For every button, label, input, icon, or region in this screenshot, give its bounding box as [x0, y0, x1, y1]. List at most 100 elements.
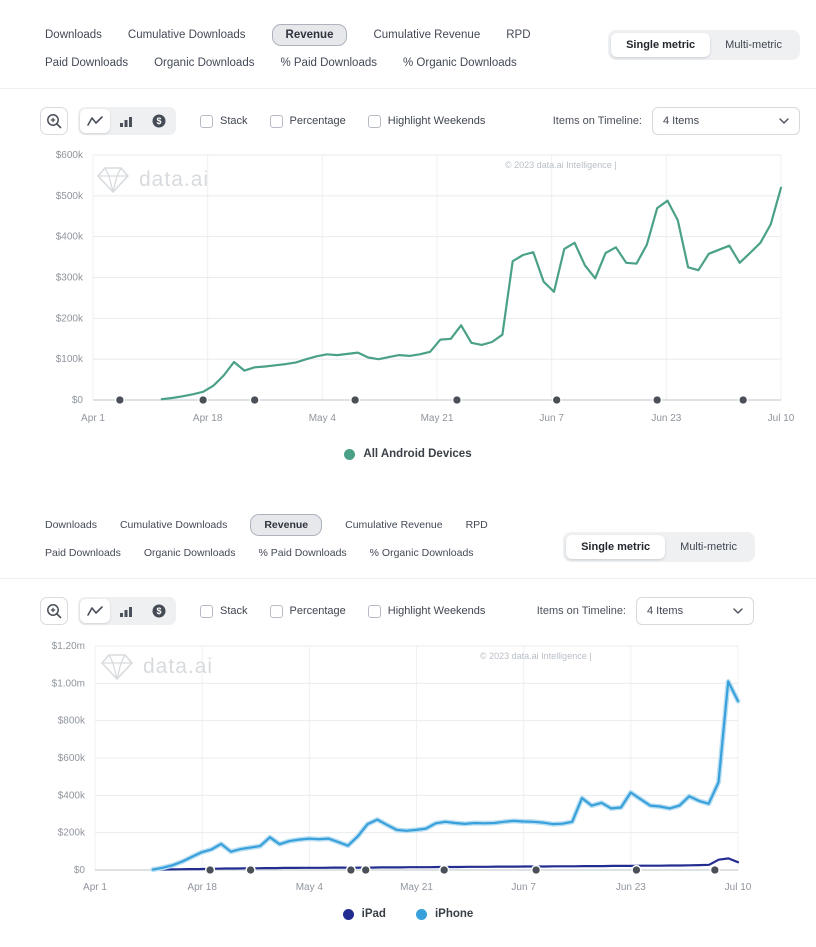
chart-option-checkboxes: Stack Percentage Highlight Weekends [200, 604, 485, 618]
legend-item-iphone[interactable]: iPhone [415, 908, 473, 920]
timeline-event-dot[interactable] [551, 394, 562, 406]
items-on-timeline-select[interactable]: 4 Items [636, 597, 754, 625]
revenue-chart-android[interactable]: $0 $100k $200k $300k $400k $500k $600k Apr 1 Apr… [0, 145, 816, 437]
items-on-timeline-label: Items on Timeline: [536, 605, 626, 617]
timeline-event-dot[interactable] [197, 394, 209, 406]
currency-toggle[interactable]: $ [144, 599, 174, 623]
y-tick-label: $800k [58, 716, 86, 727]
multi-metric-option[interactable]: Multi-metric [680, 541, 737, 553]
zoom-button[interactable] [40, 597, 68, 625]
y-tick-label: $0 [72, 395, 84, 406]
chart-toolbar: $ Stack Percentage Highlight Weekends It… [40, 596, 754, 626]
svg-text:$: $ [156, 606, 161, 616]
line-chart-icon [87, 116, 103, 126]
tab-pct-paid-downloads[interactable]: % Paid Downloads [258, 547, 347, 559]
stack-checkbox[interactable]: Stack [200, 114, 248, 128]
percentage-checkbox[interactable]: Percentage [269, 604, 346, 618]
bar-chart-toggle[interactable] [112, 599, 142, 623]
stack-checkbox-box[interactable] [200, 114, 213, 128]
timeline-event-dot[interactable] [451, 394, 463, 406]
timeline-event-dot[interactable] [738, 394, 749, 406]
timeline-event-dot[interactable] [438, 864, 450, 876]
timeline-event-dot[interactable] [245, 864, 256, 876]
tab-pct-organic-downloads[interactable]: % Organic Downloads [403, 57, 517, 69]
legend-dot [415, 908, 427, 920]
series-line-all-android-devices[interactable] [160, 186, 783, 401]
chart-toolbar: $ Stack Percentage Highlight Weekends It… [40, 106, 800, 136]
legend-label: All Android Devices [363, 448, 472, 460]
tab-pct-paid-downloads[interactable]: % Paid Downloads [280, 57, 377, 69]
zoom-button[interactable] [40, 107, 68, 135]
items-on-timeline-select[interactable]: 4 Items [652, 107, 800, 135]
single-metric-option[interactable]: Single metric [566, 535, 666, 559]
tab-downloads[interactable]: Downloads [45, 29, 102, 41]
currency-coin-icon: $ [152, 114, 166, 128]
legend-item-ipad[interactable]: iPad [342, 908, 386, 920]
percentage-checkbox-box[interactable] [269, 114, 283, 128]
single-metric-option[interactable]: Single metric [611, 33, 711, 57]
timeline-event-dot[interactable] [709, 864, 721, 876]
timeline-event-dot[interactable] [360, 864, 371, 876]
percentage-checkbox-box[interactable] [269, 604, 283, 618]
series-line-iphone[interactable] [151, 680, 740, 871]
items-on-timeline-label: Items on Timeline: [552, 115, 642, 127]
timeline-event-dot[interactable] [652, 394, 663, 406]
x-tick-label: Apr 1 [83, 882, 107, 893]
metric-tabs: Downloads Cumulative Downloads Revenue C… [45, 514, 488, 559]
timeline-event-dot[interactable] [345, 864, 357, 876]
stack-checkbox-label: Stack [220, 605, 248, 617]
bar-chart-toggle[interactable] [112, 109, 142, 133]
chart-canvas[interactable]: $0 $100k $200k $300k $400k $500k $600k Apr 1 Apr… [0, 145, 816, 437]
series-line-halo [150, 679, 741, 873]
tab-organic-downloads[interactable]: Organic Downloads [143, 547, 236, 559]
tab-revenue[interactable]: Revenue [271, 24, 348, 46]
svg-text:$: $ [156, 116, 161, 126]
tab-downloads[interactable]: Downloads [45, 519, 97, 531]
highlight-weekends-checkbox[interactable]: Highlight Weekends [367, 604, 485, 618]
x-tick-label: May 4 [309, 413, 337, 424]
x-tick-label: Apr 18 [193, 413, 223, 424]
revenue-chart-ios[interactable]: $0 $200k $400k $600k $800k $1.00m $1.20m Apr 1 A… [0, 638, 816, 896]
tab-paid-downloads[interactable]: Paid Downloads [45, 547, 121, 559]
tab-cumulative-downloads[interactable]: Cumulative Downloads [119, 519, 228, 531]
highlight-weekends-checkbox[interactable]: Highlight Weekends [367, 114, 486, 128]
timeline-event-dot[interactable] [631, 864, 642, 876]
tab-cumulative-revenue[interactable]: Cumulative Revenue [373, 29, 481, 41]
percentage-checkbox[interactable]: Percentage [269, 114, 346, 128]
highlight-weekends-checkbox-box[interactable] [367, 114, 381, 128]
timeline-event-dot[interactable] [204, 864, 216, 876]
timeline-event-dot[interactable] [114, 394, 125, 406]
timeline-event-dot[interactable] [349, 394, 361, 406]
tab-rpd[interactable]: RPD [465, 519, 488, 531]
multi-metric-option[interactable]: Multi-metric [725, 39, 782, 51]
tab-revenue[interactable]: Revenue [250, 514, 323, 536]
series-line-ipad[interactable] [158, 857, 740, 871]
timeline-event-dot[interactable] [249, 394, 260, 406]
chart-legend: iPad iPhone [0, 908, 816, 920]
chart-canvas[interactable]: $0 $200k $400k $600k $800k $1.00m $1.20m Apr 1 A… [0, 638, 816, 896]
timeline-event-dot[interactable] [530, 864, 542, 876]
stack-checkbox[interactable]: Stack [200, 604, 248, 618]
highlight-weekends-checkbox-box[interactable] [367, 604, 381, 618]
stack-checkbox-box[interactable] [200, 604, 213, 618]
revenue-panel-android: Downloads Cumulative Downloads Revenue C… [0, 24, 816, 460]
percentage-checkbox-label: Percentage [289, 605, 346, 617]
metric-tabs-row-2: Paid Downloads Organic Downloads % Paid … [45, 547, 488, 559]
x-tick-label: Jul 10 [768, 413, 795, 424]
tab-cumulative-revenue[interactable]: Cumulative Revenue [345, 519, 443, 531]
tab-rpd[interactable]: RPD [506, 29, 531, 41]
currency-toggle[interactable]: $ [144, 109, 174, 133]
line-chart-toggle[interactable] [80, 109, 110, 133]
x-tick-label: Jun 23 [616, 882, 646, 893]
tab-cumulative-downloads[interactable]: Cumulative Downloads [127, 29, 246, 41]
metric-tabs-row-1: Downloads Cumulative Downloads Revenue C… [45, 514, 488, 536]
tab-paid-downloads[interactable]: Paid Downloads [45, 57, 129, 69]
line-chart-toggle[interactable] [80, 599, 110, 623]
legend-item-all-android-devices[interactable]: All Android Devices [344, 448, 472, 460]
tab-organic-downloads[interactable]: Organic Downloads [154, 57, 255, 69]
highlight-weekends-checkbox-label: Highlight Weekends [387, 115, 486, 127]
y-tick-label: $600k [58, 753, 86, 764]
x-tick-label: Jun 7 [511, 882, 536, 893]
chart-type-segmented-control: $ [78, 107, 176, 135]
tab-pct-organic-downloads[interactable]: % Organic Downloads [369, 547, 474, 559]
